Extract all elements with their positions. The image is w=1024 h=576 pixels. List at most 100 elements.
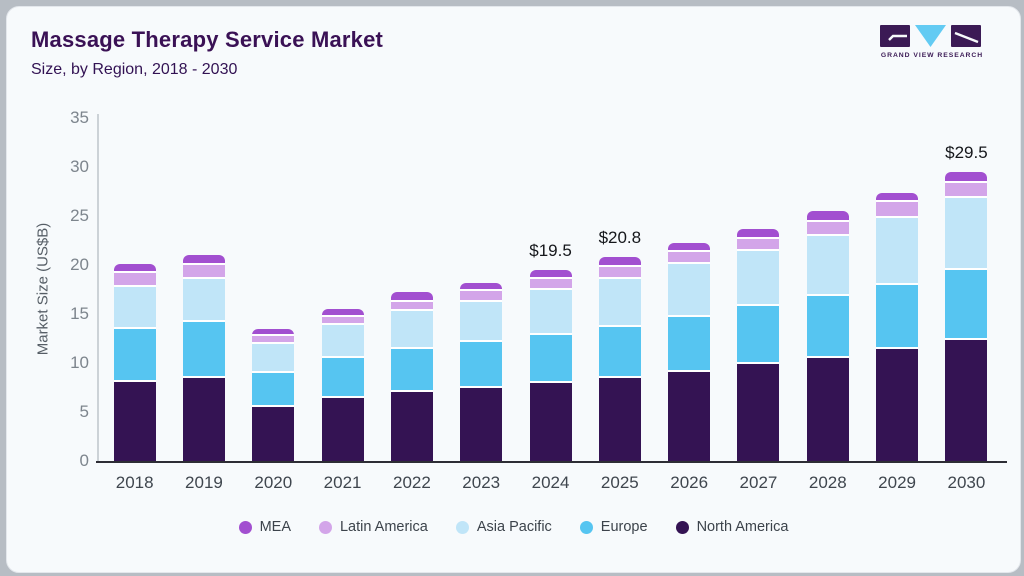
bar-segment-europe <box>390 349 433 393</box>
bar-stack <box>668 243 711 461</box>
y-axis-ticks: 0 5 10 15 20 25 30 35 <box>7 108 89 470</box>
bar-segment-north-america <box>182 377 225 461</box>
plot-area: 2018 2019 2020 2021 2022 2023 $19.5 2024 $20.8 20… <box>100 118 1001 492</box>
x-tick-label: 2022 <box>392 473 431 492</box>
bar-segment-latin-america <box>252 336 295 345</box>
bar-segment-mea <box>182 255 225 266</box>
bar-segment-north-america <box>737 363 780 461</box>
legend-item-north-america: North America <box>675 519 788 535</box>
bar-segment-north-america <box>945 340 988 461</box>
y-tick-label: 5 <box>79 402 89 421</box>
bar-segment-europe <box>806 296 849 359</box>
legend-dot-icon <box>675 520 689 534</box>
bar-segment-north-america <box>460 387 503 461</box>
bar-group-2018: 2018 <box>100 118 169 492</box>
bar-segment-mea <box>321 309 364 317</box>
legend-dot-icon <box>455 520 469 534</box>
legend-dot-icon <box>318 520 332 534</box>
bar-group-2027: 2027 <box>724 118 793 492</box>
y-tick-label: 15 <box>70 304 89 323</box>
bar-segment-asia-pacific <box>321 324 364 359</box>
chart-subtitle: Size, by Region, 2018 - 2030 <box>31 61 238 78</box>
bar-segment-north-america <box>321 398 364 461</box>
y-tick-label: 20 <box>70 255 89 274</box>
bar-segment-north-america <box>876 349 919 461</box>
bar-segment-mea <box>460 282 503 292</box>
bar-group-2028: 2028 <box>793 118 862 492</box>
legend-item-europe: Europe <box>579 519 648 535</box>
legend-label: MEA <box>259 519 291 535</box>
bar-segment-latin-america <box>668 252 711 265</box>
logo-text: GRAND VIEW RESEARCH <box>880 52 984 59</box>
y-tick-label: 35 <box>70 108 89 127</box>
bar-segment-asia-pacific <box>876 217 919 285</box>
legend-label: Latin America <box>339 519 428 535</box>
x-tick-label: 2024 <box>531 473 570 492</box>
bar-stack <box>182 255 225 461</box>
y-tick-label: 0 <box>79 451 89 470</box>
bar-segment-mea <box>876 192 919 203</box>
legend-item-latin-america: Latin America <box>318 519 428 535</box>
bar-stack <box>529 269 572 461</box>
bar-stack <box>737 228 780 461</box>
bar-segment-asia-pacific <box>945 198 988 270</box>
bar-group-2020: 2020 <box>239 118 308 492</box>
bar-stack <box>321 309 364 461</box>
bar-segment-north-america <box>668 371 711 461</box>
bar-value-label: $20.8 <box>598 228 642 248</box>
bar-segment-latin-america <box>945 182 988 199</box>
bar-segment-mea <box>737 228 780 239</box>
bar-segment-mea <box>668 243 711 253</box>
bar-group-2024: $19.5 2024 <box>516 118 585 492</box>
bar-segment-asia-pacific <box>668 264 711 317</box>
bar-segment-asia-pacific <box>529 289 572 335</box>
bar-segment-europe <box>321 358 364 399</box>
x-tick-label: 2021 <box>323 473 362 492</box>
grand-view-research-logo: GRAND VIEW RESEARCH <box>880 25 984 59</box>
bar-segment-latin-america <box>390 302 433 312</box>
bar-segment-north-america <box>252 407 295 461</box>
bar-stack <box>876 192 919 461</box>
legend-item-asia-pacific: Asia Pacific <box>455 519 552 535</box>
bar-segment-europe <box>945 269 988 341</box>
bar-segment-latin-america <box>182 265 225 279</box>
bar-segment-europe <box>182 321 225 378</box>
bar-value-label: $19.5 <box>529 240 572 260</box>
bar-segment-mea <box>113 264 156 273</box>
bar-group-2029: 2029 <box>862 118 931 492</box>
bar-stack <box>945 171 988 461</box>
bar-segment-europe <box>529 334 572 383</box>
bar-segment-latin-america <box>806 221 849 236</box>
bar-segment-asia-pacific <box>806 235 849 297</box>
x-tick-label: 2028 <box>808 473 847 492</box>
bar-segment-latin-america <box>876 202 919 218</box>
bar-segment-north-america <box>390 392 433 461</box>
bar-stack <box>460 282 503 461</box>
bar-segment-mea <box>390 292 433 303</box>
bar-segment-latin-america <box>529 278 572 290</box>
chart-legend: MEA Latin America Asia Pacific Europe North … <box>7 519 1020 535</box>
x-tick-label: 2026 <box>670 473 709 492</box>
x-tick-label: 2029 <box>878 473 916 492</box>
bar-group-2019: 2019 <box>169 118 238 492</box>
bar-group-2021: 2021 <box>308 118 377 492</box>
bar-segment-europe <box>460 342 503 388</box>
y-tick-label: 25 <box>70 206 89 225</box>
legend-label: Asia Pacific <box>476 519 552 535</box>
bar-segment-asia-pacific <box>460 301 503 343</box>
bar-segment-latin-america <box>321 316 364 325</box>
bar-segment-asia-pacific <box>182 278 225 322</box>
x-tick-label: 2018 <box>115 473 154 492</box>
bar-segment-asia-pacific <box>252 344 295 373</box>
bar-segment-europe <box>668 316 711 372</box>
gvr-logo-icon <box>880 25 981 47</box>
bar-segment-mea <box>945 171 988 183</box>
bar-stack <box>806 211 849 461</box>
x-tick-label: 2025 <box>600 473 639 492</box>
bar-segment-europe <box>113 328 156 382</box>
bar-segment-europe <box>876 284 919 350</box>
bar-segment-asia-pacific <box>390 311 433 350</box>
bar-group-2023: 2023 <box>447 118 516 492</box>
bar-segment-latin-america <box>460 291 503 302</box>
bar-group-2030: $29.5 2030 <box>932 118 1001 492</box>
